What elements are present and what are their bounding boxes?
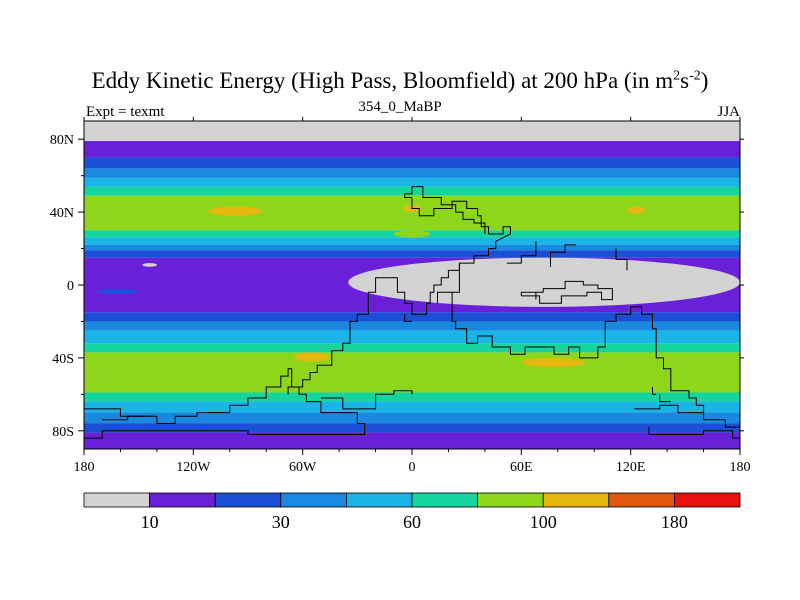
- experiment-label: Expt = texmt: [86, 104, 165, 120]
- coastline-12: [102, 415, 150, 421]
- lat-band-19: [84, 412, 740, 424]
- title-sup-2: -2: [689, 68, 701, 84]
- lat-band-13: [84, 321, 740, 331]
- tropical-minimum-small: [142, 263, 157, 267]
- colorbar-label: 60: [403, 512, 421, 532]
- colorbar-label: 10: [141, 512, 159, 532]
- sh-jet-core-indian: [521, 357, 586, 368]
- coastline-7: [648, 427, 740, 439]
- title-sup-1: 2: [673, 68, 681, 84]
- axes: 180 120W 60W 0 60E 120E 180 80N 40N 0 40S 80S: [50, 117, 751, 475]
- lat-band-16: [84, 352, 740, 393]
- lat-band-14: [84, 330, 740, 344]
- colorbar-box-7: [542, 492, 610, 508]
- colorbar: 10 30 60 100 180: [83, 492, 741, 532]
- nh-high-wave-atlantic: [393, 230, 431, 238]
- colorbar-box-5: [411, 492, 478, 508]
- coastline-16: [659, 394, 671, 403]
- colorbar-box-9: [674, 492, 741, 508]
- colorbar-box-6: [477, 492, 544, 508]
- lat-band-3: [84, 168, 740, 178]
- colorbar-box-8: [608, 492, 675, 508]
- blue-patch-pacific: [96, 288, 139, 295]
- y-tick-label: 0: [67, 279, 74, 294]
- x-tick-label: 60W: [289, 460, 317, 475]
- y-tick-label: 40S: [52, 352, 74, 367]
- coastline-0: [287, 197, 511, 395]
- lat-band-1: [84, 141, 740, 158]
- x-tick-label: 180: [74, 460, 95, 475]
- colorbar-box-4: [345, 492, 413, 508]
- x-tick-label: 180: [730, 460, 751, 475]
- coastline-9: [550, 244, 576, 267]
- title-mid: s: [680, 68, 690, 93]
- lat-band-2: [84, 157, 740, 169]
- title-main: Eddy Kinetic Energy (High Pass, Bloomfie…: [91, 68, 674, 93]
- coastline-8: [506, 241, 537, 264]
- coastline-10: [615, 248, 628, 271]
- lat-band-15: [84, 343, 740, 353]
- colorbar-box-3: [280, 492, 347, 508]
- coastline-2: [451, 263, 705, 413]
- lat-band-12: [84, 312, 740, 322]
- x-tick-label: 120E: [616, 460, 646, 475]
- x-tick-label: 60E: [510, 460, 533, 475]
- lat-band-20: [84, 423, 740, 433]
- x-tick-label: 0: [409, 460, 416, 475]
- coastline-1: [404, 186, 486, 234]
- lat-band-4: [84, 177, 740, 187]
- lat-band-8: [84, 237, 740, 245]
- y-tick-label: 80N: [50, 133, 74, 148]
- colorbar-label: 180: [661, 512, 688, 532]
- season-label: JJA: [717, 104, 740, 120]
- sh-jet-core-pacific: [293, 352, 330, 362]
- colorbar-label: 100: [530, 512, 557, 532]
- chart-title: Eddy Kinetic Energy (High Pass, Bloomfie…: [0, 68, 800, 94]
- colorbar-box-0: [83, 492, 150, 508]
- lat-band-17: [84, 392, 740, 402]
- lat-band-21: [84, 432, 740, 449]
- coastlines: [84, 186, 740, 439]
- coastline-3: [520, 280, 613, 304]
- nh-jet-core-west: [207, 206, 263, 216]
- colorbar-box-2: [214, 492, 282, 508]
- chart-subtitle: 354_0_MaBP: [358, 99, 442, 115]
- lat-band-18: [84, 401, 740, 413]
- colorbar-label: 30: [272, 512, 290, 532]
- title-end: ): [700, 68, 709, 93]
- coastline-6: [634, 404, 740, 428]
- x-tick-label: 120W: [176, 460, 211, 475]
- coastline-5: [320, 390, 413, 410]
- lat-band-10: [84, 250, 740, 258]
- coastline-4: [84, 368, 366, 439]
- colorbar-box-1: [149, 492, 216, 508]
- lat-band-0: [84, 121, 740, 142]
- coastline-11: [437, 291, 453, 304]
- tropical-minimum: [348, 257, 740, 307]
- nh-jet-core-east: [627, 206, 646, 214]
- coastline-14: [404, 314, 412, 322]
- coastline-15: [652, 387, 657, 395]
- plot-fill: [84, 121, 740, 449]
- y-tick-label: 80S: [52, 425, 74, 440]
- lat-band-9: [84, 244, 740, 251]
- y-tick-label: 40N: [50, 206, 74, 221]
